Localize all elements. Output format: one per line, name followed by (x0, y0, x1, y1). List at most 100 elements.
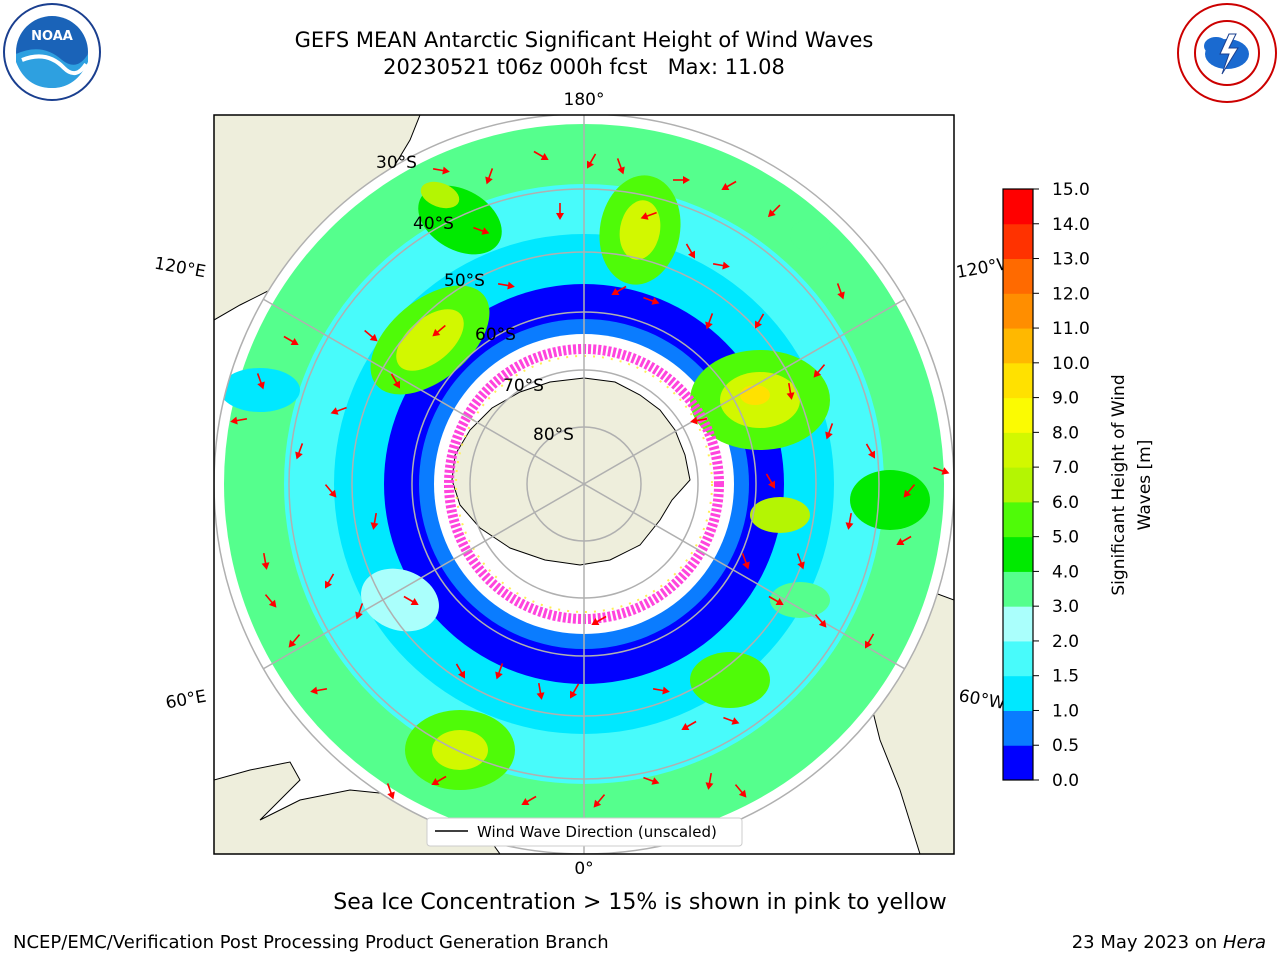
lat-label-70s: 70°S (503, 376, 544, 396)
wave-direction-arrow (261, 552, 270, 570)
colorbar-tick-label: 15.0 (1052, 180, 1090, 200)
colorbar-tick-label: 3.0 (1052, 597, 1079, 617)
colorbar-tick-label: 12.0 (1052, 284, 1090, 304)
colorbar-bin (1003, 675, 1033, 711)
wave-direction-arrow (386, 783, 395, 800)
wave-height-patch (750, 497, 810, 533)
colorbar-bin (1003, 710, 1033, 746)
colorbar-tick-label: 1.0 (1052, 701, 1079, 721)
wave-direction-arrow (295, 443, 304, 460)
footer-machine: Hera (1222, 932, 1266, 953)
lon-label-120e: 120°E (153, 254, 207, 283)
wave-direction-arrow (330, 406, 347, 415)
wave-height-patch (740, 385, 770, 405)
colorbar-tick-label: 1.5 (1052, 667, 1079, 687)
wave-direction-arrow (310, 686, 328, 695)
wave-direction-arrow (640, 211, 657, 220)
colorbar-bin (1003, 467, 1033, 503)
wave-direction-arrow (741, 553, 750, 570)
wave-direction-arrow (455, 663, 465, 679)
lon-label-180: 180° (564, 90, 605, 110)
wave-direction-arrow (814, 614, 827, 628)
colorbar-bin (1003, 501, 1033, 538)
wind-wave-arrows (230, 150, 950, 808)
wave-direction-arrow (786, 382, 795, 400)
wave-direction-arrow (403, 595, 419, 605)
colorbar-bin (1003, 362, 1033, 399)
colorbar-tick-label: 2.0 (1052, 632, 1079, 652)
wave-direction-arrow (652, 686, 670, 695)
wave-direction-arrow (705, 772, 714, 790)
colorbar-tick-label: 5.0 (1052, 528, 1079, 548)
chart-title: GEFS MEAN Antarctic Significant Height o… (294, 28, 874, 52)
wave-direction-arrow (497, 281, 515, 290)
wave-direction-arrow (712, 261, 730, 270)
lat-label-60s: 60°S (475, 325, 516, 345)
colorbar-tick-label: 0.5 (1052, 736, 1079, 756)
wave-direction-arrow (865, 633, 875, 649)
wave-direction-arrow (256, 373, 265, 390)
wave-direction-arrow (673, 176, 690, 184)
wave-direction-arrow (364, 329, 378, 342)
svg-text:NOAA: NOAA (31, 29, 73, 44)
lon-label-0: 0° (574, 859, 593, 879)
wave-direction-arrow (765, 473, 775, 489)
colorbar-tick-label: 9.0 (1052, 389, 1079, 409)
wave-direction-arrow (390, 373, 400, 389)
lon-label-60w: 60°W (957, 686, 1007, 714)
lat-label-40s: 40°S (413, 214, 454, 234)
lon-label-60e: 60°E (164, 687, 208, 714)
colorbar-tick-label: 4.0 (1052, 562, 1079, 582)
colorbar-bin (1003, 571, 1033, 607)
footer-date: 23 May 2023 on Hera (1072, 932, 1266, 953)
colorbar-bin (1003, 536, 1033, 572)
wave-direction-arrow (536, 682, 545, 700)
wave-direction-arrow (288, 634, 301, 648)
colorbar-tick-label: 11.0 (1052, 319, 1090, 339)
wave-direction-arrow (495, 663, 504, 680)
wave-direction-arrow (616, 158, 625, 175)
wave-direction-arrow (283, 335, 299, 345)
wave-direction-arrow (431, 775, 447, 785)
chart-subtitle: 20230521 t06z 000h fcst Max: 11.08 (383, 55, 785, 79)
national-weather-service-logo (1177, 3, 1277, 103)
wave-height-patch (361, 568, 439, 632)
wave-direction-arrow (533, 150, 549, 160)
wave-direction-arrow (705, 313, 714, 330)
noaa-logo: NOAA (3, 3, 101, 101)
colorbar-label-line1: Significant Height of Wind (1109, 374, 1129, 595)
wave-direction-arrow (570, 683, 580, 699)
wave-height-patch (790, 219, 830, 251)
wave-direction-arrow (485, 168, 494, 185)
colorbar-bin (1003, 293, 1033, 329)
wave-height-patch (432, 730, 488, 770)
wave-direction-arrow (685, 243, 695, 259)
wave-direction-arrow (432, 324, 446, 337)
colorbar-tick-label: 14.0 (1052, 215, 1090, 235)
colorbar-bin (1003, 432, 1033, 468)
colorbar-bin (1003, 258, 1033, 294)
wave-direction-arrow (903, 484, 916, 498)
wave-direction-arrow (865, 443, 875, 459)
legend-label: Wind Wave Direction (unscaled) (477, 823, 717, 841)
footer-date-text: 23 May 2023 on (1071, 932, 1223, 953)
colorbar (1003, 189, 1033, 781)
colorbar-bin (1003, 328, 1033, 364)
colorbar-tick-label: 8.0 (1052, 423, 1079, 443)
wave-direction-arrow (845, 512, 854, 530)
wave-height-patch (396, 309, 464, 371)
wave-direction-arrow (690, 416, 708, 425)
colorbar-bin (1003, 606, 1033, 642)
colorbar-bin (1003, 745, 1033, 781)
colorbar-bin (1003, 397, 1033, 433)
wave-direction-arrow (230, 416, 248, 425)
graticule (214, 115, 954, 854)
colorbar-tick-label: 0.0 (1052, 771, 1079, 791)
wave-direction-arrow (370, 512, 379, 530)
colorbar-bin (1003, 640, 1033, 677)
wave-direction-arrow (796, 553, 805, 570)
map-legend: Wind Wave Direction (unscaled) (426, 817, 743, 847)
lat-label-50s: 50°S (444, 271, 485, 291)
wave-direction-arrow (432, 166, 450, 175)
